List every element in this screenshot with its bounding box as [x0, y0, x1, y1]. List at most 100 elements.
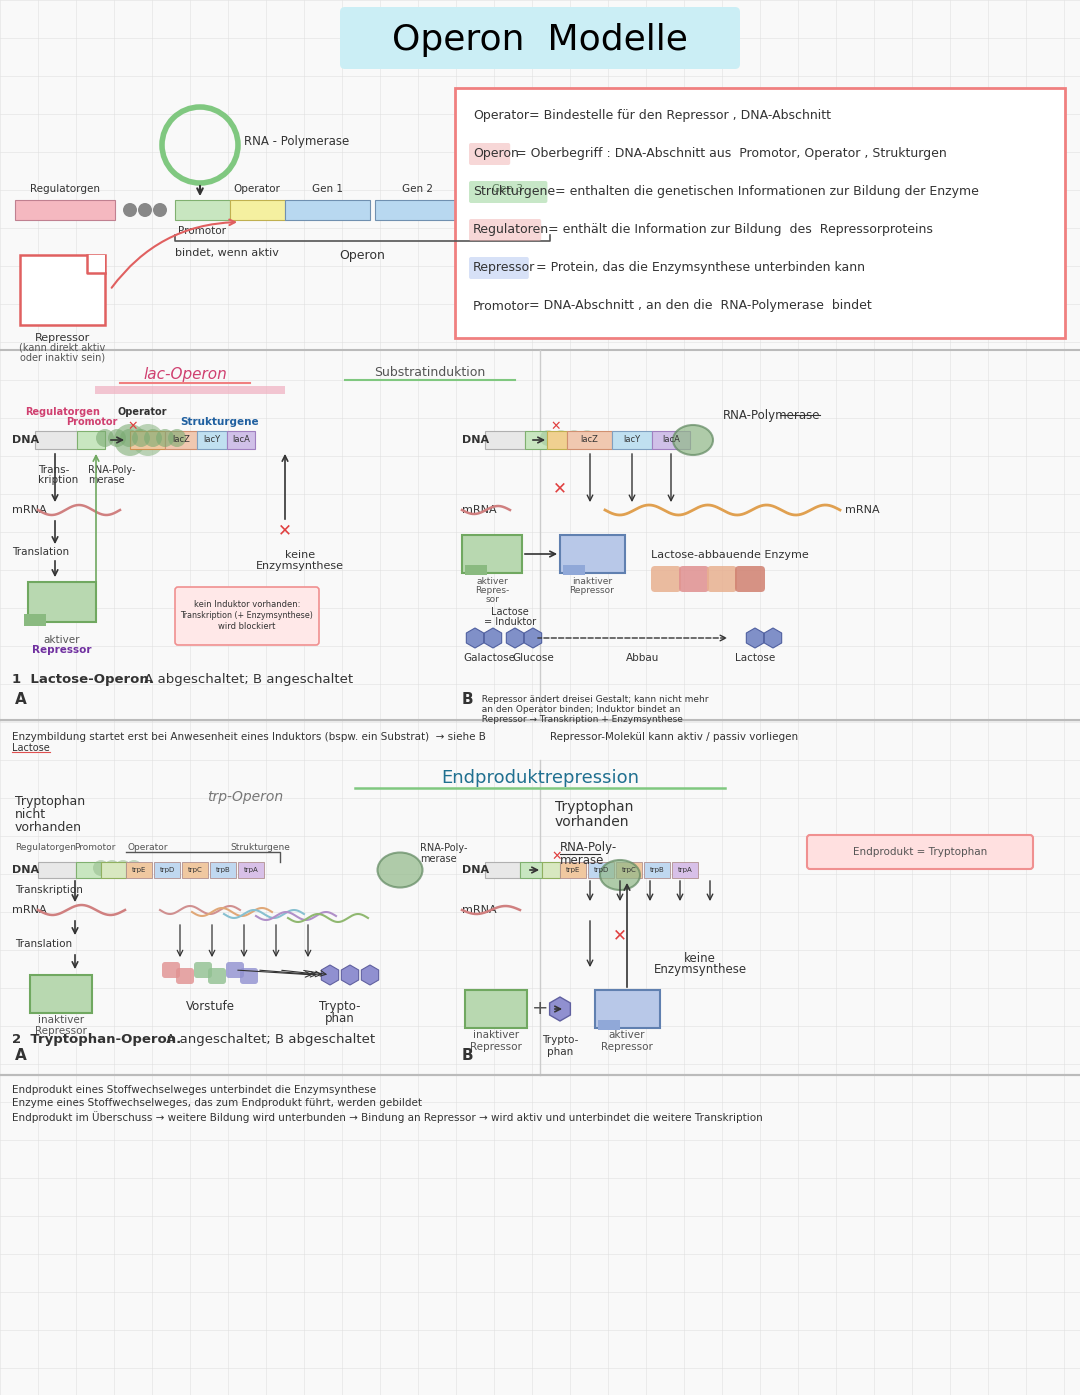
Bar — [652, 431, 690, 449]
FancyBboxPatch shape — [162, 963, 180, 978]
Text: Repres-: Repres- — [475, 586, 509, 596]
Text: trpA: trpA — [244, 868, 258, 873]
Text: Translation: Translation — [12, 547, 69, 557]
Text: Endprodukt im Überschuss → weitere Bildung wird unterbunden → Bindung an Repress: Endprodukt im Überschuss → weitere Bildu… — [12, 1110, 762, 1123]
Text: 2  Tryptophan-Operon.: 2 Tryptophan-Operon. — [12, 1034, 181, 1046]
Circle shape — [114, 859, 131, 876]
Text: Repressor: Repressor — [32, 644, 92, 656]
Text: mRNA: mRNA — [462, 905, 497, 915]
Bar — [126, 862, 152, 877]
Text: Lactose: Lactose — [12, 744, 50, 753]
Circle shape — [93, 859, 109, 876]
Text: Strukturgene: Strukturgene — [180, 417, 259, 427]
Text: Operator: Operator — [473, 109, 529, 123]
Bar — [546, 431, 567, 449]
FancyBboxPatch shape — [469, 219, 541, 241]
FancyBboxPatch shape — [469, 257, 529, 279]
Text: = enthält die Information zur Bildung  des  Repressorproteins: = enthält die Information zur Bildung de… — [544, 223, 933, 237]
Bar — [465, 565, 477, 575]
Text: Regulatorgen: Regulatorgen — [25, 407, 99, 417]
Text: Promotor: Promotor — [66, 417, 118, 427]
Bar — [175, 199, 230, 220]
Ellipse shape — [378, 852, 422, 887]
Text: Regulatorgen: Regulatorgen — [30, 184, 100, 194]
Bar — [28, 582, 96, 622]
Bar — [542, 862, 561, 877]
Text: bindet, wenn aktiv: bindet, wenn aktiv — [175, 248, 279, 258]
Text: ✕: ✕ — [613, 926, 626, 944]
Text: ✕: ✕ — [278, 520, 292, 538]
Text: oder inaktiv sein): oder inaktiv sein) — [19, 353, 105, 363]
Bar — [30, 975, 92, 1013]
Text: B: B — [462, 1048, 474, 1063]
Bar — [563, 565, 575, 575]
Text: lacZ: lacZ — [580, 435, 598, 445]
Text: Endproduktrepression: Endproduktrepression — [441, 769, 639, 787]
Bar — [21, 255, 105, 325]
Text: aktiver: aktiver — [476, 578, 508, 586]
FancyBboxPatch shape — [194, 963, 212, 978]
Text: Repressor ändert dreisei Gestalt; kann nicht mehr: Repressor ändert dreisei Gestalt; kann n… — [476, 696, 708, 704]
Bar — [227, 431, 255, 449]
Text: Strukturgene: Strukturgene — [230, 844, 289, 852]
Text: trpD: trpD — [593, 868, 609, 873]
Text: mRNA: mRNA — [845, 505, 879, 515]
Text: Enzymsynthese: Enzymsynthese — [256, 561, 345, 571]
Bar — [15, 199, 114, 220]
Bar — [608, 1020, 620, 1030]
Text: trpC: trpC — [622, 868, 636, 873]
Bar — [598, 1020, 610, 1030]
Bar — [130, 431, 165, 449]
Bar — [197, 431, 227, 449]
Text: Repressor: Repressor — [35, 333, 90, 343]
Text: Repressor: Repressor — [473, 261, 536, 275]
Text: A angeschaltet; B abgeschaltet: A angeschaltet; B abgeschaltet — [162, 1034, 375, 1046]
Text: A: A — [15, 1048, 27, 1063]
Text: inaktiver: inaktiver — [473, 1030, 519, 1041]
Bar — [612, 431, 652, 449]
Bar — [465, 990, 527, 1028]
Text: = Oberbegriff : DNA-Abschnitt aus  Promotor, Operator , Strukturgen: = Oberbegriff : DNA-Abschnitt aus Promot… — [512, 148, 947, 160]
Circle shape — [96, 430, 114, 446]
Text: lacZ: lacZ — [172, 435, 190, 445]
Text: Transkription (+ Enzymsynthese): Transkription (+ Enzymsynthese) — [180, 611, 313, 619]
Text: Regulatorgen: Regulatorgen — [15, 844, 76, 852]
Bar — [561, 862, 586, 877]
Bar — [210, 862, 237, 877]
Text: Repressor: Repressor — [602, 1042, 653, 1052]
Text: kein Induktor vorhanden:: kein Induktor vorhanden: — [193, 600, 300, 610]
Bar — [475, 565, 487, 575]
Text: B: B — [462, 692, 474, 707]
Text: Repressor: Repressor — [470, 1042, 522, 1052]
Text: phan: phan — [325, 1011, 355, 1025]
Text: Trans-: Trans- — [38, 465, 69, 476]
Circle shape — [153, 204, 167, 218]
Circle shape — [156, 430, 174, 446]
Circle shape — [132, 424, 164, 456]
Text: = Protein, das die Enzymsynthese unterbinden kann: = Protein, das die Enzymsynthese unterbi… — [531, 261, 864, 275]
Text: trpC: trpC — [188, 868, 202, 873]
Text: kription: kription — [38, 476, 78, 485]
Circle shape — [540, 430, 556, 446]
Text: Gen 2: Gen 2 — [402, 184, 433, 194]
FancyBboxPatch shape — [240, 968, 258, 983]
FancyBboxPatch shape — [226, 963, 244, 978]
Text: Repressor: Repressor — [35, 1025, 86, 1036]
Text: merase: merase — [87, 476, 124, 485]
Bar — [462, 536, 522, 573]
Text: DNA: DNA — [12, 865, 39, 875]
Text: Promotor: Promotor — [75, 844, 116, 852]
Circle shape — [144, 430, 162, 446]
Text: aktiver: aktiver — [44, 635, 80, 644]
Text: trpB: trpB — [650, 868, 664, 873]
Circle shape — [566, 430, 582, 446]
Bar — [455, 88, 1065, 338]
Text: sor: sor — [485, 596, 499, 604]
Text: lacY: lacY — [203, 435, 220, 445]
Text: Operator: Operator — [118, 407, 166, 417]
Bar — [38, 862, 76, 877]
Bar — [616, 862, 642, 877]
Text: keine: keine — [285, 550, 315, 559]
FancyBboxPatch shape — [707, 566, 737, 591]
Text: Repressor: Repressor — [569, 586, 615, 596]
